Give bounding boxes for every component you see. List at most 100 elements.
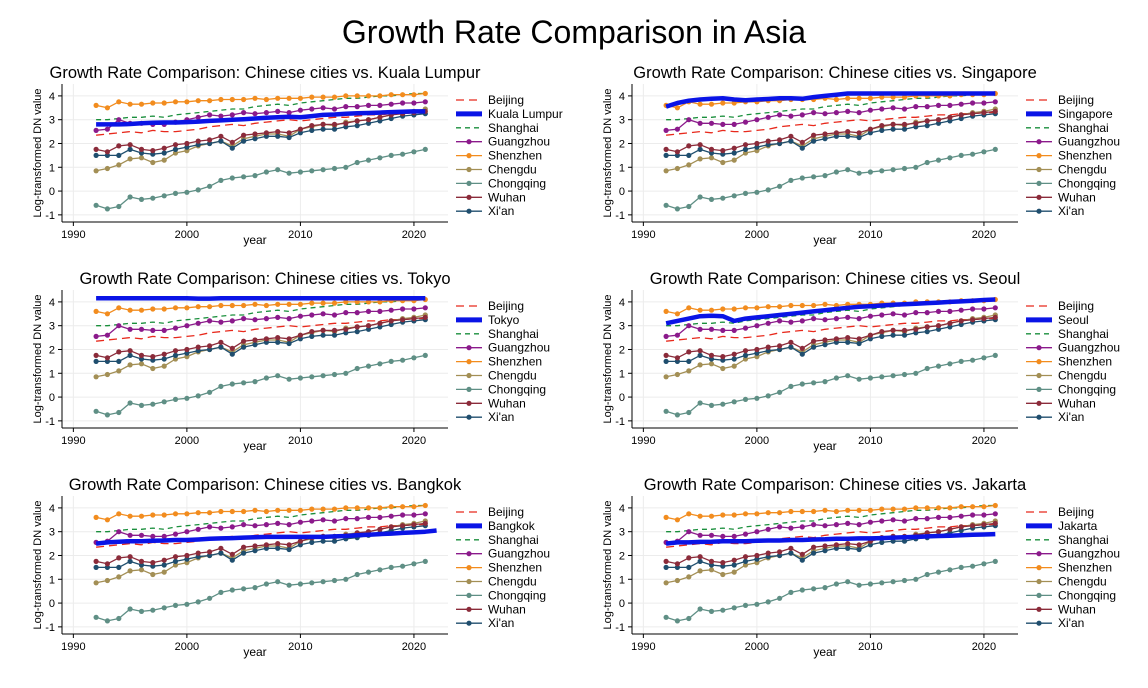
data-point-wuhan	[992, 520, 998, 526]
data-point-guangzhou	[411, 512, 417, 518]
data-point-wuhan	[856, 336, 862, 342]
legend-label: Xi'an	[1058, 410, 1084, 424]
data-point-wuhan	[935, 529, 942, 535]
data-point-chongqing	[754, 189, 760, 195]
series-line-bangkok	[95, 528, 437, 546]
data-point-xi-an	[229, 145, 235, 151]
data-point-xi-an	[252, 136, 258, 142]
chart-jakarta: Growth Rate Comparison: Chinese cities v…	[602, 476, 1120, 659]
data-point-guangzhou	[856, 316, 862, 322]
data-point-chengdu	[708, 567, 715, 573]
data-point-xi-an	[172, 558, 179, 564]
data-point-chongqing	[116, 409, 122, 416]
data-point-shenzhen	[708, 307, 715, 313]
data-point-wuhan	[195, 138, 201, 144]
data-point-wuhan	[218, 133, 224, 139]
data-point-wuhan	[901, 327, 908, 333]
data-point-xi-an	[697, 558, 703, 564]
x-axis-label: year	[813, 233, 836, 247]
data-point-chongqing	[297, 169, 303, 175]
data-point-shenzhen	[172, 511, 179, 517]
data-point-shenzhen	[241, 302, 247, 309]
data-point-wuhan	[150, 354, 156, 360]
data-point-shenzhen	[754, 511, 760, 517]
data-point-guangzhou	[754, 117, 760, 123]
data-point-xi-an	[93, 358, 99, 364]
data-point-wuhan	[958, 318, 964, 324]
legend: BeijingBangkokShanghaiGuangzhouShenzhenC…	[456, 505, 550, 630]
legend-marker	[466, 180, 472, 186]
data-point-guangzhou	[116, 117, 122, 123]
series-chongqing	[663, 352, 998, 418]
data-point-shenzhen	[811, 508, 817, 515]
y-axis-label: Log-transformed DN value	[602, 500, 614, 629]
data-point-shenzhen	[116, 511, 122, 517]
series-line-beijing	[666, 317, 996, 342]
data-point-chongqing	[241, 174, 247, 180]
data-point-chongqing	[833, 169, 839, 175]
data-point-guangzhou	[708, 532, 715, 538]
data-point-chongqing	[422, 352, 428, 358]
data-point-wuhan	[822, 131, 828, 137]
data-point-chengdu	[708, 361, 715, 367]
data-point-guangzhou	[252, 111, 258, 117]
data-point-wuhan	[811, 338, 817, 344]
data-point-xi-an	[822, 342, 828, 348]
data-point-chongqing	[958, 358, 964, 364]
data-point-xi-an	[127, 146, 133, 152]
data-point-shenzhen	[901, 94, 908, 100]
legend-marker	[466, 153, 472, 159]
data-point-chongqing	[320, 167, 326, 173]
data-point-xi-an	[388, 321, 394, 328]
data-point-guangzhou	[935, 102, 942, 108]
legend-item-wuhan: Wuhan	[456, 602, 526, 616]
y-tick-label: 4	[619, 297, 625, 309]
data-point-guangzhou	[172, 325, 179, 331]
data-point-xi-an	[127, 352, 133, 358]
data-point-chongqing	[377, 155, 383, 161]
data-point-chongqing	[708, 196, 715, 202]
data-point-xi-an	[708, 150, 715, 156]
data-point-chongqing	[663, 202, 669, 208]
data-point-guangzhou	[663, 333, 669, 339]
data-point-chongqing	[184, 601, 190, 607]
data-point-chongqing	[742, 396, 749, 402]
data-point-shenzhen	[116, 99, 122, 105]
data-point-wuhan	[799, 551, 805, 557]
data-point-shenzhen	[150, 100, 156, 106]
data-point-guangzhou	[309, 106, 315, 112]
data-point-xi-an	[229, 557, 235, 563]
data-point-chongqing	[777, 595, 783, 601]
legend-marker	[1036, 359, 1042, 365]
data-point-shenzhen	[377, 299, 383, 305]
data-point-wuhan	[400, 523, 406, 529]
data-point-xi-an	[207, 346, 213, 353]
data-point-wuhan	[686, 349, 692, 355]
data-point-xi-an	[663, 564, 669, 570]
legend-label: Shenzhen	[1058, 355, 1112, 369]
y-tick-label: 2	[49, 344, 55, 356]
data-point-shenzhen	[411, 92, 417, 98]
chart-title: Growth Rate Comparison: Chinese cities v…	[69, 476, 462, 494]
data-point-wuhan	[754, 346, 760, 353]
data-point-wuhan	[674, 561, 680, 567]
data-point-xi-an	[116, 564, 122, 570]
data-point-shenzhen	[811, 302, 817, 309]
data-point-xi-an	[297, 130, 303, 136]
data-point-chongqing	[947, 361, 953, 367]
data-point-guangzhou	[856, 110, 862, 116]
x-tick-label: 2020	[972, 229, 996, 241]
data-point-xi-an	[218, 344, 224, 350]
data-point-guangzhou	[708, 120, 715, 126]
data-point-guangzhou	[195, 114, 201, 120]
data-point-shenzhen	[388, 504, 394, 510]
data-point-chongqing	[229, 587, 235, 593]
data-point-chongqing	[138, 196, 145, 202]
data-point-xi-an	[924, 329, 930, 335]
data-point-chongqing	[422, 146, 428, 152]
data-point-chongqing	[377, 567, 383, 573]
legend-item-guangzhou: Guangzhou	[1026, 135, 1120, 149]
data-point-xi-an	[901, 332, 908, 338]
data-point-chongqing	[992, 352, 998, 358]
data-point-chongqing	[901, 577, 908, 584]
